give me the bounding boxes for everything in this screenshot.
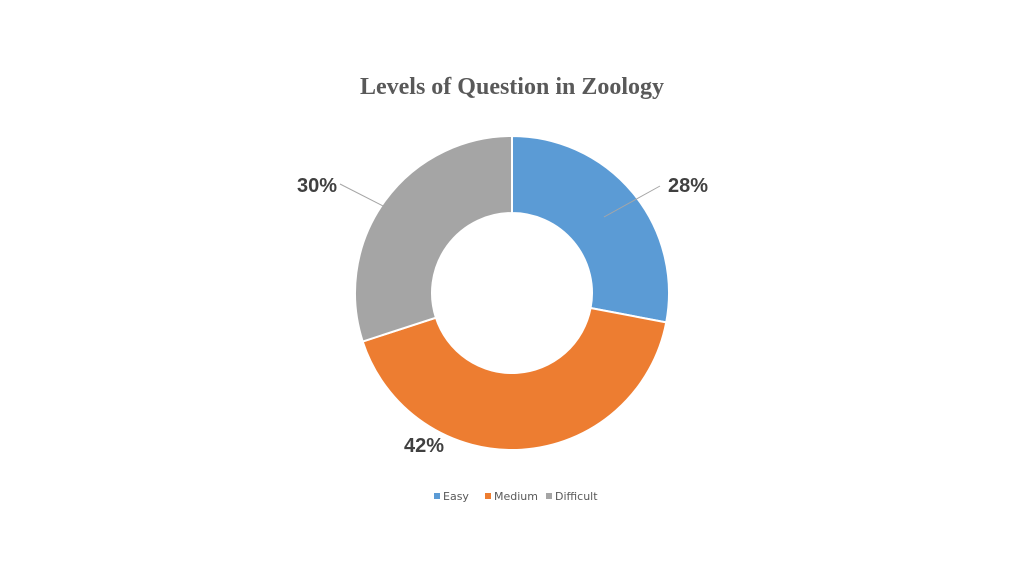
legend-item-easy: Easy — [434, 490, 469, 503]
legend-label-easy: Easy — [443, 490, 469, 503]
slice-difficult — [354, 134, 513, 343]
legend-item-medium: Medium — [485, 490, 538, 503]
legend-label-medium: Medium — [494, 490, 538, 503]
slice-medium — [361, 306, 668, 451]
data-label-easy: 28% — [668, 175, 708, 197]
chart-title: Levels of Question in Zoology — [360, 74, 664, 100]
data-label-medium: 42% — [404, 435, 444, 457]
legend-swatch-easy — [434, 493, 440, 499]
legend-label-difficult: Difficult — [555, 490, 598, 503]
legend-swatch-medium — [485, 493, 491, 499]
leader-line-easy — [603, 185, 661, 218]
leader-line-difficult — [339, 183, 384, 207]
legend-item-difficult: Difficult — [546, 490, 598, 503]
legend-swatch-difficult — [546, 493, 552, 499]
data-label-difficult: 30% — [297, 175, 337, 197]
slice-easy — [511, 134, 670, 324]
